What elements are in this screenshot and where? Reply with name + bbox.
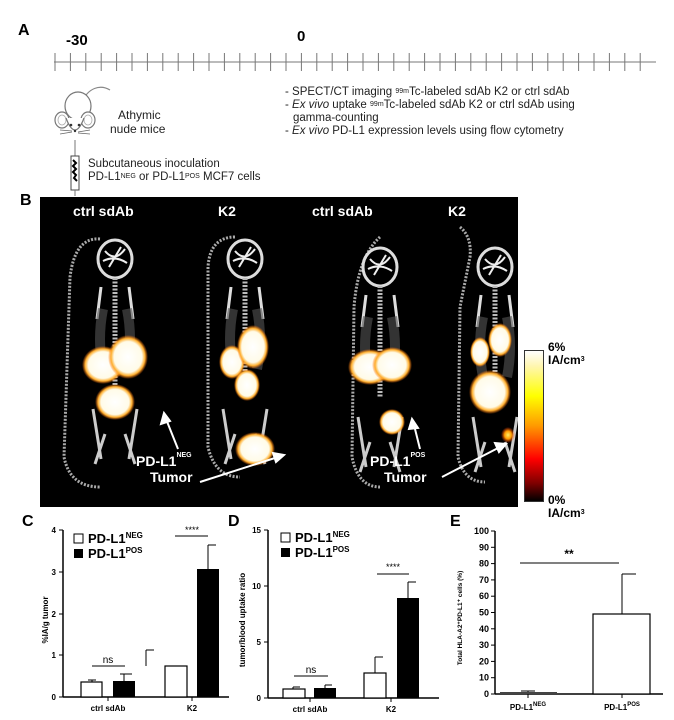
svg-text:60: 60 — [479, 591, 489, 601]
panel-c-letter: C — [22, 513, 34, 530]
syringe-icon — [70, 140, 80, 196]
svg-text:tumor/blood uptake ratio: tumor/blood uptake ratio — [238, 573, 247, 667]
panel-b-letter: B — [20, 192, 32, 209]
annotation-pos-tumor: PD-L1POS Tumor — [370, 452, 427, 485]
panel-e-letter: E — [450, 513, 461, 530]
mouse-label-line1: Athymic — [118, 108, 161, 122]
svg-text:2: 2 — [52, 610, 57, 619]
svg-text:40: 40 — [479, 624, 489, 634]
svg-text:**: ** — [564, 547, 574, 561]
colorbar-min-label: 0% IA/cm3 — [548, 493, 585, 520]
svg-text:PD-L1POS: PD-L1POS — [604, 702, 640, 712]
svg-text:PD-L1NEG: PD-L1NEG — [88, 531, 143, 546]
svg-text:3: 3 — [52, 568, 57, 577]
svg-text:0: 0 — [257, 694, 262, 703]
inoculation-text: Subcutaneous inoculation PD-L1NEG or PD-… — [88, 158, 261, 184]
svg-text:1: 1 — [52, 651, 57, 660]
colorbar-max-label: 6% IA/cm3 — [548, 340, 585, 367]
svg-text:0: 0 — [52, 693, 57, 702]
chart-c-yticks: 0 1 2 3 4 — [52, 526, 63, 702]
svg-text:50: 50 — [479, 608, 489, 618]
step-2: - Ex vivo uptake 99mTc-labeled sdAb K2 o… — [285, 99, 575, 111]
svg-text:100: 100 — [474, 526, 489, 536]
mouse-icon — [54, 86, 111, 135]
timeline-label-zero: 0 — [297, 28, 306, 45]
chart-c-ylabel: %IA/g tumor — [41, 596, 50, 643]
svg-text:ctrl sdAb: ctrl sdAb — [293, 705, 328, 714]
mouse-scans — [62, 225, 518, 489]
column-label-2: K2 — [218, 203, 236, 219]
chart-c: %IA/g tumor 0 1 2 3 4 ns **** ctrl sdAb … — [41, 525, 229, 713]
svg-text:K2: K2 — [187, 704, 198, 713]
step-1: - SPECT/CT imaging 99mTc-labeled sdAb K2… — [285, 86, 570, 98]
step-3: - Ex vivo PD-L1 expression levels using … — [285, 125, 564, 137]
svg-text:PD-L1POS: PD-L1POS — [88, 546, 143, 561]
svg-text:****: **** — [386, 562, 401, 572]
svg-text:0: 0 — [484, 689, 489, 699]
svg-text:ns: ns — [103, 655, 114, 666]
chart-e: Total HLA-A2⁺PD-L1⁺ cells (%) 0 10 20 30 40 5… — [457, 526, 663, 712]
colorbar — [524, 350, 544, 502]
svg-text:10: 10 — [479, 673, 489, 683]
svg-text:20: 20 — [479, 656, 489, 666]
svg-text:80: 80 — [479, 559, 489, 569]
svg-text:K2: K2 — [386, 705, 397, 714]
svg-text:PD-L1NEG: PD-L1NEG — [510, 702, 546, 712]
inoculation-line2: PD-L1NEG or PD-L1POS MCF7 cells — [88, 171, 261, 183]
svg-text:Total HLA-A2⁺PD-L1⁺ cells (%): Total HLA-A2⁺PD-L1⁺ cells (%) — [457, 571, 464, 666]
svg-text:15: 15 — [252, 526, 261, 535]
timeline-label-start: -30 — [66, 32, 88, 49]
mouse-label-line2: nude mice — [110, 122, 166, 136]
svg-text:PD-L1POS: PD-L1POS — [295, 545, 350, 560]
column-label-1: ctrl sdAb — [73, 203, 134, 219]
svg-text:****: **** — [185, 525, 200, 535]
inoculation-line1: Subcutaneous inoculation — [88, 158, 220, 170]
svg-text:PD-L1NEG: PD-L1NEG — [295, 530, 350, 545]
svg-text:ctrl sdAb: ctrl sdAb — [91, 704, 126, 713]
column-label-3: ctrl sdAb — [312, 203, 373, 219]
svg-text:4: 4 — [52, 526, 57, 535]
timeline-axis — [54, 53, 656, 71]
panel-a-letter: A — [18, 22, 30, 39]
annotation-neg-tumor: PD-L1NEG Tumor — [136, 452, 193, 485]
mouse-label: Athymic nude mice — [110, 108, 165, 136]
svg-text:10: 10 — [252, 582, 261, 591]
step-2-cont: gamma-counting — [293, 112, 379, 124]
svg-text:5: 5 — [257, 638, 262, 647]
panel-d-letter: D — [228, 513, 240, 530]
protocol-steps: - SPECT/CT imaging 99mTc-labeled sdAb K2… — [285, 86, 575, 138]
svg-text:90: 90 — [479, 542, 489, 552]
svg-text:ns: ns — [306, 665, 317, 676]
chart-d: tumor/blood uptake ratio 0 5 10 15 ns **… — [238, 526, 439, 714]
spect-ct-image-panel: ctrl sdAb K2 ctrl sdAb K2 — [40, 197, 518, 507]
svg-text:30: 30 — [479, 640, 489, 650]
svg-text:70: 70 — [479, 575, 489, 585]
column-label-4: K2 — [448, 203, 466, 219]
